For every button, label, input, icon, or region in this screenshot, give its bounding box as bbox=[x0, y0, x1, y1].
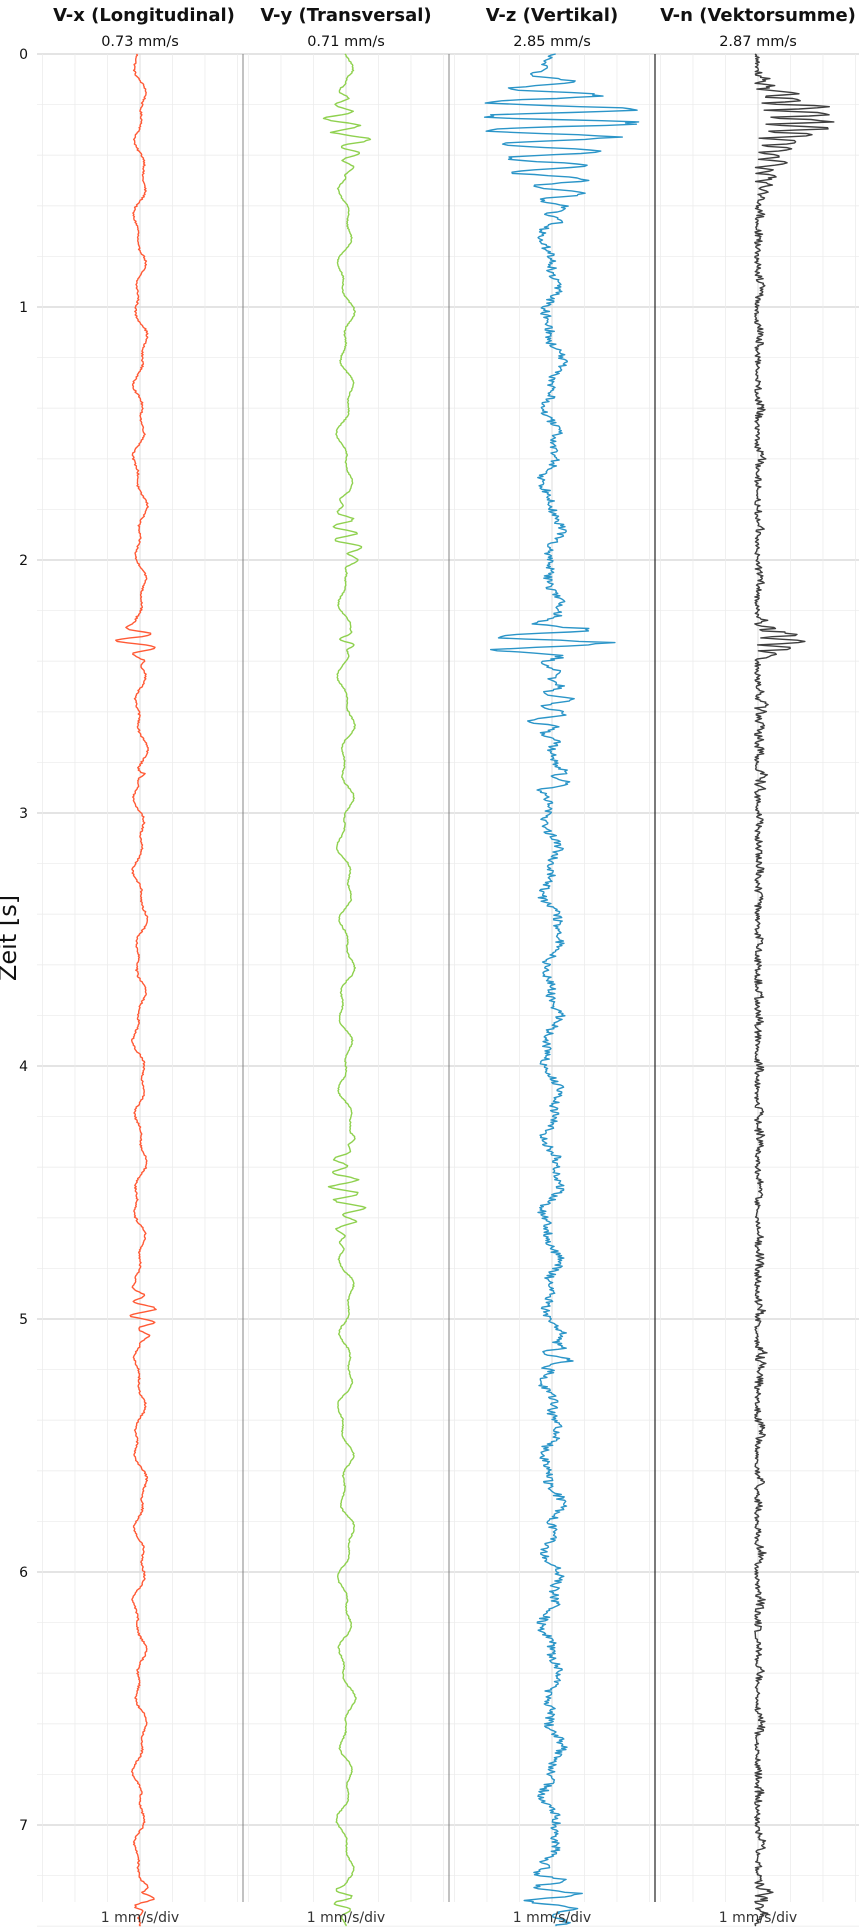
trace-line bbox=[322, 53, 372, 1927]
scale-label: 1 mm/s/div bbox=[719, 1910, 797, 1926]
peak-value-label: 0.71 mm/s bbox=[307, 34, 385, 50]
y-tick-label: 2 bbox=[19, 553, 28, 569]
panel-labels: V-x (Longitudinal) 0.73 mm/s 1 mm/s/div V-y… bbox=[53, 5, 856, 1926]
grid bbox=[37, 53, 859, 1927]
scale-label: 1 mm/s/div bbox=[101, 1910, 179, 1926]
panel-title: V-n (Vektorsumme) bbox=[660, 5, 856, 26]
y-tick-label: 5 bbox=[19, 1312, 28, 1328]
y-tick-label: 0 bbox=[19, 47, 28, 63]
trace-line bbox=[115, 53, 157, 1927]
peak-value-label: 2.87 mm/s bbox=[719, 34, 797, 50]
y-tick-label: 6 bbox=[19, 1565, 28, 1581]
scale-label: 1 mm/s/div bbox=[307, 1910, 385, 1926]
panel-title: V-x (Longitudinal) bbox=[53, 5, 235, 26]
y-tick-label: 4 bbox=[19, 1059, 28, 1075]
panel-title: V-y (Transversal) bbox=[260, 5, 431, 26]
traces bbox=[115, 53, 835, 1927]
trace-line bbox=[483, 53, 640, 1927]
y-axis-ticks: 0 1 2 3 4 5 6 7 bbox=[19, 47, 28, 1834]
y-tick-label: 3 bbox=[19, 806, 28, 822]
peak-value-label: 0.73 mm/s bbox=[101, 34, 179, 50]
panel-dividers bbox=[242, 54, 656, 1902]
peak-value-label: 2.85 mm/s bbox=[513, 34, 591, 50]
y-axis-label: Zeit [s] bbox=[0, 895, 22, 981]
scale-label: 1 mm/s/div bbox=[513, 1910, 591, 1926]
y-tick-label: 1 bbox=[19, 300, 28, 316]
panel-title: V-z (Vertikal) bbox=[486, 5, 618, 26]
trace-line bbox=[754, 53, 835, 1927]
y-tick-label: 7 bbox=[19, 1818, 28, 1834]
